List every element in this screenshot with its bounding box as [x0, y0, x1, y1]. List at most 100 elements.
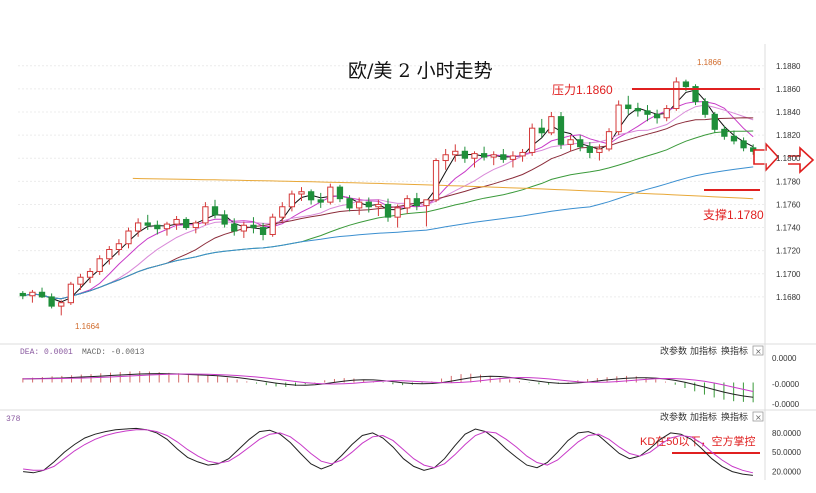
candle-body [500, 154, 507, 160]
candle-body [115, 243, 123, 251]
candle [663, 105, 670, 122]
candle-body [77, 276, 84, 285]
candle [250, 217, 257, 234]
candle [625, 95, 632, 115]
macd-tick-label: -0.0000 [772, 380, 800, 389]
candle [38, 287, 46, 299]
candle [538, 118, 545, 138]
candle [442, 148, 449, 170]
price-axis: 1.1880 1.1860 1.1840 1.1820 1.1800 1.1780 1.17… [776, 62, 801, 302]
candle [461, 146, 469, 163]
candle-body [288, 193, 296, 208]
candle-body [490, 154, 497, 158]
macd-close-button[interactable] [752, 345, 764, 356]
candle-body [250, 224, 257, 229]
macd-panel: DEA: 0.0001 MACD: -0.0013 改参数 加指标 换指标 × … [0, 343, 816, 409]
candle [307, 189, 315, 205]
kd-add-indicator-button[interactable]: 加指标 [690, 411, 717, 423]
candle [413, 192, 420, 211]
candle [490, 151, 497, 166]
candle-body [577, 139, 584, 148]
candle-body [96, 258, 103, 272]
candle-body [183, 218, 190, 229]
support-label: 支撑1.1780 [703, 207, 764, 222]
candle-body [38, 291, 46, 298]
candle-body [327, 186, 334, 203]
candle [96, 255, 103, 275]
main-gridlines [18, 65, 765, 298]
candle [259, 222, 267, 241]
kd-close-icon: × [755, 413, 762, 422]
price-tick-label: 1.1860 [776, 85, 801, 94]
candle [711, 112, 718, 133]
price-tick-label: 1.1840 [776, 108, 801, 117]
candle-body [605, 131, 613, 150]
macd-close-icon: × [755, 347, 762, 356]
ma-blue-line [22, 166, 754, 300]
macd-add-indicator-button[interactable]: 加指标 [690, 345, 717, 357]
candle [327, 183, 334, 205]
candle-body [452, 150, 459, 156]
kd-lines [23, 427, 754, 476]
candle [125, 227, 132, 249]
candle-body [144, 222, 151, 226]
candle [221, 210, 228, 228]
candle-body [307, 191, 315, 201]
candle-body [423, 199, 430, 207]
candle-body [692, 86, 699, 103]
candle [730, 130, 738, 145]
candle [192, 220, 199, 234]
price-tick-label: 1.1800 [776, 154, 801, 163]
candle-body [586, 146, 593, 153]
high-price-label: 1.1866 [697, 58, 722, 67]
candle-body [384, 203, 392, 218]
candle [384, 198, 392, 222]
macd-dif-line [22, 373, 754, 398]
candle [586, 142, 593, 159]
candle-body [702, 101, 709, 115]
candle [452, 144, 459, 162]
candle-body [211, 206, 219, 216]
candle-body [711, 113, 718, 130]
kd-tick-label: 50.0000 [772, 448, 801, 457]
candle [144, 214, 151, 230]
candle-body [259, 227, 267, 235]
kd-tick-label: 80.0000 [772, 429, 801, 438]
resistance-label: 压力1.1860 [552, 83, 613, 97]
candle [394, 204, 401, 228]
candle-body [529, 127, 536, 153]
kd-close-button[interactable] [752, 411, 764, 422]
candle-body [404, 198, 411, 209]
candle [365, 197, 372, 213]
candle [202, 202, 209, 226]
candle [86, 268, 94, 284]
price-tick-label: 1.1680 [776, 293, 801, 302]
macd-params-button[interactable]: 改参数 [660, 345, 687, 357]
macd-switch-indicator-button[interactable]: 换指标 [721, 345, 748, 357]
candle [634, 102, 642, 117]
macd-signal-lines [22, 373, 754, 398]
kd-switch-indicator-button[interactable]: 换指标 [721, 411, 748, 423]
candle [509, 151, 517, 168]
candle [480, 146, 488, 161]
candle [615, 100, 622, 136]
candle-body [58, 302, 65, 307]
candle [115, 239, 123, 256]
candle-body [365, 201, 372, 208]
kd-params-button[interactable]: 改参数 [660, 411, 687, 423]
candle-body [538, 127, 545, 134]
candle [721, 125, 728, 140]
candle [702, 98, 709, 118]
candle-body [413, 198, 420, 207]
candle-body [567, 139, 574, 145]
candle-body [394, 207, 401, 218]
candle-body [375, 203, 382, 208]
candle-body [298, 191, 305, 195]
candle-body [163, 223, 171, 230]
macd-value-label: MACD: -0.0013 [82, 348, 145, 357]
candle-body [471, 153, 478, 159]
candle [48, 293, 55, 309]
candle-body [615, 104, 622, 133]
candle-body [557, 116, 565, 145]
candle [432, 158, 440, 203]
